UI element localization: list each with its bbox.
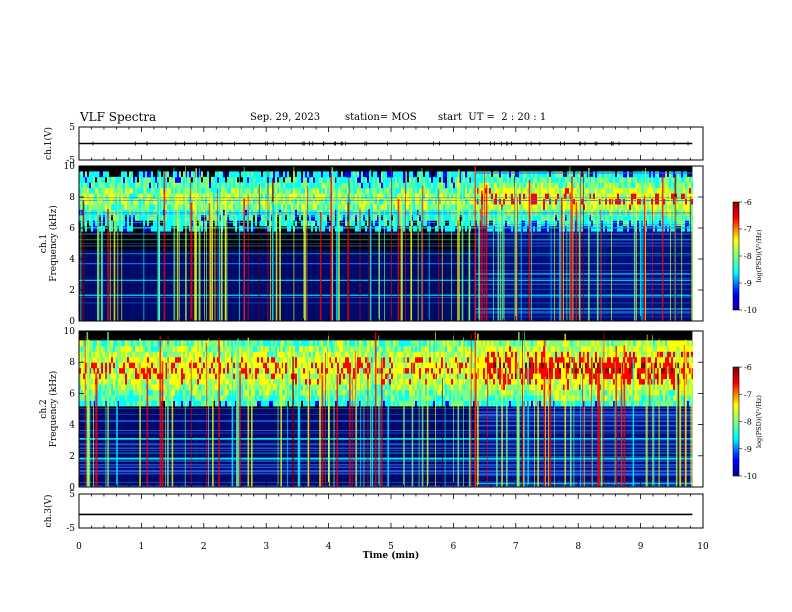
y-tick-label: 10: [64, 327, 76, 337]
station-label: station= MOS: [345, 112, 417, 123]
colorbar-tick-label: -9: [744, 279, 752, 288]
colorbar-tick-label: -6: [744, 198, 752, 207]
x-tick-label: 10: [697, 542, 709, 552]
y-axis-label-ch3-waveform: ch.3(V): [43, 495, 54, 528]
y-tick-label: 0: [69, 317, 75, 327]
colorbar-ch2-spectrogram: [732, 366, 740, 477]
y-tick-label: 0: [69, 483, 75, 493]
colorbar-ch1-spectrogram: [732, 201, 740, 311]
y-axis-label: Frequency (kHz): [48, 205, 59, 282]
y-tick-label: 5: [69, 123, 75, 133]
colorbar-label: log(PSD)(V²/Hz): [755, 395, 763, 448]
colorbar-tick-label: -9: [744, 445, 752, 454]
y-tick-label: 8: [69, 193, 75, 203]
x-tick-label: 2: [201, 542, 207, 552]
x-tick-label: 9: [638, 542, 644, 552]
y-tick-label: 6: [69, 224, 75, 234]
y-tick-label: 5: [69, 490, 75, 500]
figure-title: VLF Spectra: [80, 110, 157, 124]
y-axis-label: ch.3(V): [43, 495, 54, 528]
y-tick-label: 4: [69, 255, 75, 265]
start-time-label: start UT = 2 : 20 : 1: [438, 112, 547, 123]
colorbar-tick-label: -7: [744, 390, 752, 399]
x-tick-label: 3: [263, 542, 269, 552]
x-tick-label: 8: [575, 542, 581, 552]
colorbar-tick-label: -8: [744, 252, 752, 261]
y-axis-label: ch.1(V): [43, 127, 54, 160]
date-label: Sep. 29, 2023: [250, 112, 321, 123]
x-tick-label: 4: [326, 542, 332, 552]
y-tick-label: -5: [66, 524, 75, 534]
colorbar-tick-label: -10: [744, 472, 757, 481]
y-axis-label-ch1-waveform: ch.1(V): [43, 127, 54, 160]
y-tick-label: -5: [66, 156, 75, 166]
y-tick-label: 2: [69, 286, 75, 296]
y-axis-label: ch.1: [39, 234, 49, 253]
y-axis-label-ch1-spectrogram: ch.1 Frequency (kHz): [39, 205, 59, 282]
y-axis-label-ch2-spectrogram: ch.2 Frequency (kHz): [39, 371, 59, 448]
panel-frame: [78, 493, 704, 529]
y-tick-label: 4: [69, 421, 75, 431]
y-axis-label: Frequency (kHz): [48, 371, 59, 448]
y-tick-label: 10: [64, 162, 76, 172]
y-tick-label: 8: [69, 358, 75, 368]
y-tick-label: 6: [69, 389, 75, 399]
colorbar-tick-label: -8: [744, 418, 752, 427]
x-tick-label: 1: [139, 542, 145, 552]
y-tick-label: 2: [69, 452, 75, 462]
x-tick-label: 6: [451, 542, 457, 552]
y-axis-label: ch.2: [39, 399, 49, 418]
x-tick-label: 7: [513, 542, 519, 552]
colorbar-tick-label: -6: [744, 363, 752, 372]
x-tick-label: 5: [388, 542, 394, 552]
x-tick-label: 0: [76, 542, 82, 552]
colorbar-label: log(PSD)(V²/Hz): [755, 229, 763, 282]
colorbar-tick-label: -10: [744, 306, 757, 315]
colorbar-tick-label: -7: [744, 225, 752, 234]
x-axis-label: Time (min): [363, 550, 420, 561]
